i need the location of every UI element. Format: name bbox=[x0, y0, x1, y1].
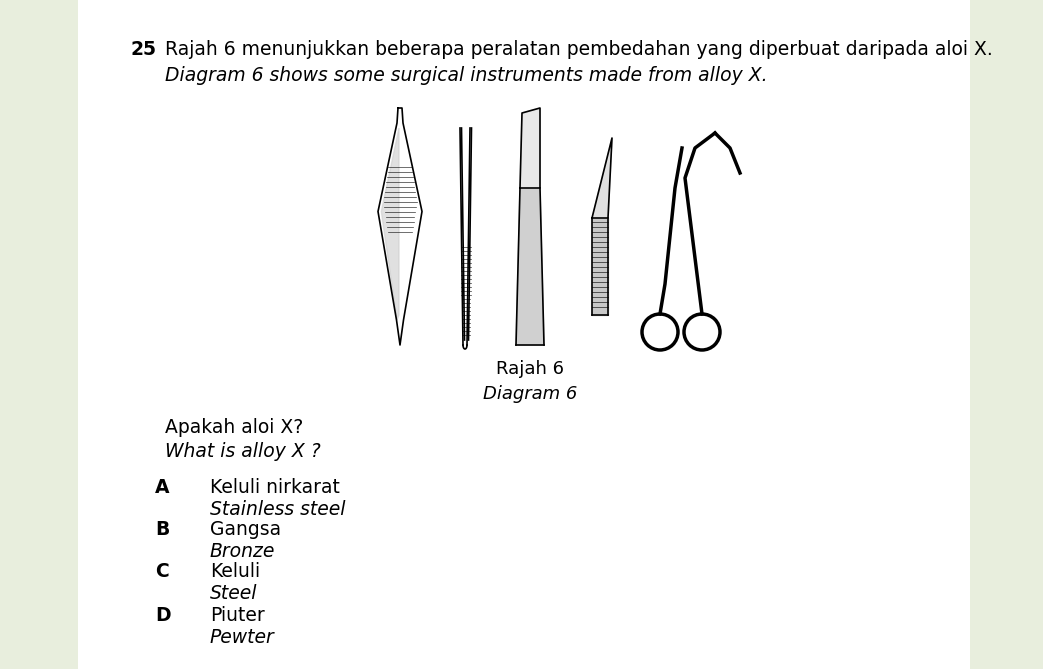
Text: What is alloy X ?: What is alloy X ? bbox=[165, 442, 321, 461]
Text: Piuter: Piuter bbox=[210, 606, 265, 625]
Text: Apakah aloi X?: Apakah aloi X? bbox=[165, 418, 304, 437]
Polygon shape bbox=[378, 108, 422, 345]
Text: Diagram 6 shows some surgical instruments made from alloy X.: Diagram 6 shows some surgical instrument… bbox=[165, 66, 768, 85]
Polygon shape bbox=[382, 128, 399, 320]
Text: Keluli: Keluli bbox=[210, 562, 260, 581]
Polygon shape bbox=[520, 108, 540, 188]
Text: C: C bbox=[155, 562, 169, 581]
Text: Pewter: Pewter bbox=[210, 628, 274, 647]
Text: Stainless steel: Stainless steel bbox=[210, 500, 345, 519]
Text: Bronze: Bronze bbox=[210, 542, 275, 561]
Polygon shape bbox=[592, 218, 608, 315]
Text: 25: 25 bbox=[130, 40, 156, 59]
Text: Rajah 6 menunjukkan beberapa peralatan pembedahan yang diperbuat daripada aloi X: Rajah 6 menunjukkan beberapa peralatan p… bbox=[165, 40, 993, 59]
Text: Gangsa: Gangsa bbox=[210, 520, 282, 539]
Polygon shape bbox=[460, 128, 463, 345]
Text: Keluli nirkarat: Keluli nirkarat bbox=[210, 478, 340, 497]
Text: Diagram 6: Diagram 6 bbox=[483, 385, 577, 403]
Polygon shape bbox=[592, 138, 612, 218]
Text: D: D bbox=[155, 606, 171, 625]
Text: A: A bbox=[155, 478, 170, 497]
Text: Steel: Steel bbox=[210, 584, 258, 603]
Polygon shape bbox=[516, 188, 544, 345]
Text: Rajah 6: Rajah 6 bbox=[496, 360, 564, 378]
Text: B: B bbox=[155, 520, 169, 539]
